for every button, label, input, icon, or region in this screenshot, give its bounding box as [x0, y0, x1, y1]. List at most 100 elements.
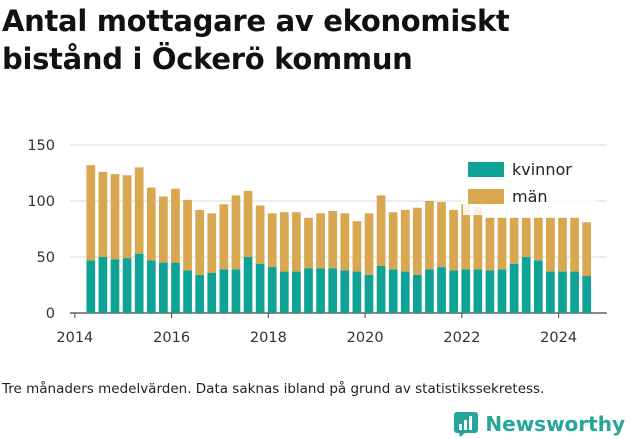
bar-kvinnor	[219, 269, 229, 313]
legend-label: män	[512, 187, 548, 206]
bar-kvinnor	[243, 257, 253, 313]
bar-män	[413, 207, 422, 275]
bar-kvinnor	[292, 271, 301, 313]
bar-män	[400, 209, 410, 272]
bar-kvinnor	[279, 271, 289, 313]
bar-män	[437, 202, 446, 268]
bar-kvinnor	[400, 271, 410, 313]
bar-kvinnor	[255, 263, 265, 313]
x-tick-label: 2024	[540, 330, 577, 346]
bar-män	[231, 195, 241, 270]
bar-män	[570, 217, 579, 272]
bar-män	[473, 206, 483, 270]
bar-män	[195, 209, 205, 275]
bar-kvinnor	[171, 262, 180, 313]
bar-män	[449, 209, 458, 271]
bar-kvinnor	[485, 270, 495, 313]
brand-logo: Newsworthy	[453, 409, 625, 439]
bar-kvinnor	[207, 272, 217, 313]
bar-kvinnor	[376, 265, 386, 313]
bar-kvinnor	[364, 274, 374, 313]
y-tick-label: 0	[46, 306, 55, 322]
bar-kvinnor	[413, 274, 422, 313]
chart-title: Antal mottagare av ekonomiskt bistånd i …	[2, 4, 510, 76]
x-tick-label: 2018	[250, 330, 287, 346]
bar-kvinnor	[328, 268, 338, 313]
bar-kvinnor	[582, 276, 592, 313]
bar-kvinnor	[146, 260, 156, 313]
bar-kvinnor	[473, 269, 483, 313]
bar-män	[352, 221, 362, 272]
bar-kvinnor	[521, 257, 531, 313]
bar-män	[533, 217, 543, 261]
legend-label: kvinnor	[512, 160, 572, 179]
bar-män	[267, 213, 277, 268]
bar-kvinnor	[352, 271, 362, 313]
bar-män	[364, 213, 374, 275]
x-tick-label: 2020	[347, 330, 384, 346]
bar-män	[340, 213, 350, 271]
x-tick-label: 2022	[443, 330, 480, 346]
bar-män	[582, 222, 592, 277]
bar-kvinnor	[437, 267, 446, 313]
y-tick-label: 100	[27, 194, 55, 210]
bar-kvinnor	[558, 271, 567, 313]
bar-män	[171, 188, 180, 263]
bar-kvinnor	[110, 259, 120, 313]
bar-kvinnor	[570, 271, 579, 313]
bar-män	[122, 175, 132, 259]
bar-män	[98, 171, 108, 257]
bar-kvinnor	[497, 269, 507, 313]
stacked-bar-chart: 0 50 100 150 2014 2016 2018 2020 2022 2024 kvinn…	[27, 138, 607, 346]
bar-kvinnor	[122, 258, 132, 313]
bar-män	[146, 187, 156, 261]
bar-kvinnor	[86, 260, 96, 313]
bar-kvinnor	[231, 269, 241, 313]
bar-män	[255, 205, 265, 264]
x-axis-ticks: 2014 2016 2018 2020 2022 2024	[56, 313, 577, 346]
x-tick-label: 2016	[153, 330, 190, 346]
bar-kvinnor	[316, 268, 325, 313]
bar-kvinnor	[98, 257, 108, 313]
bar-kvinnor	[533, 260, 543, 313]
bar-män	[376, 195, 386, 266]
bar-kvinnor	[267, 267, 277, 313]
bar-kvinnor	[183, 270, 192, 313]
legend: kvinnor män	[463, 155, 595, 215]
bar-kvinnor	[388, 269, 398, 313]
y-axis-ticks: 0 50 100 150	[27, 138, 55, 322]
bar-kvinnor	[195, 274, 205, 313]
bar-män	[328, 211, 338, 269]
bar-kvinnor	[340, 270, 350, 313]
bar-kvinnor	[449, 270, 458, 313]
bar-män	[497, 217, 507, 270]
bar-män	[207, 213, 217, 273]
newsworthy-logo-icon	[454, 412, 479, 437]
bar-kvinnor	[159, 262, 168, 313]
bar-män	[521, 217, 531, 257]
legend-swatch	[468, 189, 504, 204]
bar-män	[485, 217, 495, 271]
bar-kvinnor	[134, 253, 144, 313]
brand-name: Newsworthy	[485, 412, 625, 436]
x-tick-label: 2014	[56, 330, 93, 346]
bars	[86, 165, 592, 313]
bar-kvinnor	[304, 268, 313, 313]
bar-män	[546, 217, 555, 272]
bar-kvinnor	[461, 269, 471, 313]
bar-kvinnor	[546, 271, 555, 313]
bar-män	[292, 212, 301, 272]
y-tick-label: 150	[27, 138, 55, 154]
bar-män	[243, 190, 253, 257]
legend-swatch	[468, 162, 504, 177]
chart-caption: Tre månaders medelvärden. Data saknas ib…	[2, 381, 545, 397]
y-tick-label: 50	[37, 250, 55, 266]
bar-män	[461, 204, 471, 270]
bar-kvinnor	[425, 269, 434, 313]
bar-män	[110, 174, 120, 260]
bar-män	[509, 217, 519, 264]
bar-män	[388, 212, 398, 270]
bar-män	[134, 167, 144, 254]
bar-män	[425, 201, 434, 270]
bar-män	[558, 217, 567, 272]
